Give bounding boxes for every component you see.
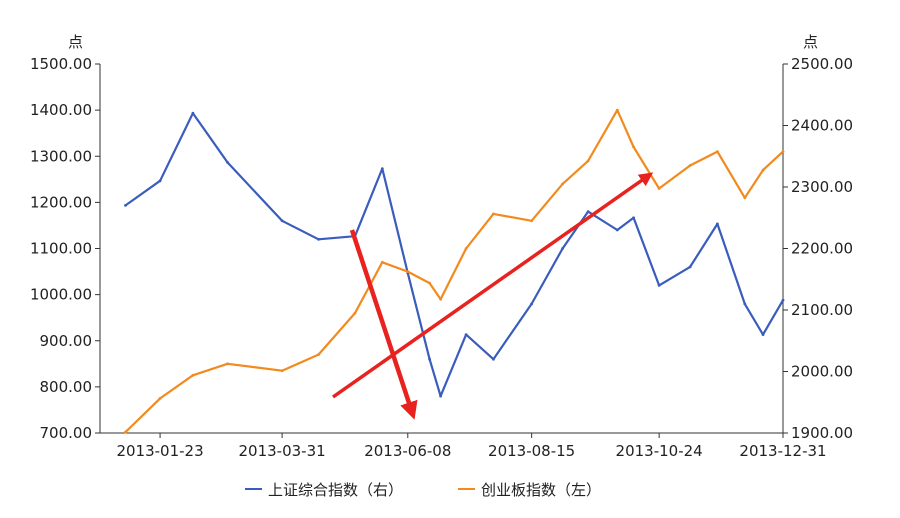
series-0-point (492, 357, 495, 361)
series-0-point (586, 210, 590, 214)
series-0-point (761, 333, 765, 336)
legend-label-shanghai: 上证综合指数（右） (268, 481, 403, 499)
right-tick-label: 1900.00 (791, 424, 853, 442)
x-tick-label: 2013-06-08 (364, 442, 451, 460)
series-1-point (781, 150, 785, 154)
down-trend-arrow (349, 229, 418, 420)
right-tick-label: 2000.00 (791, 363, 853, 381)
right-tick-label: 2300.00 (791, 178, 853, 196)
x-tick-label: 2013-03-31 (239, 442, 326, 460)
x-tick-label: 2013-10-24 (616, 442, 703, 460)
series-1-point (688, 164, 692, 167)
series-line-1 (124, 108, 785, 434)
left-tick-label: 1000.00 (30, 286, 92, 304)
series-0-point (657, 284, 661, 287)
series-1-point (280, 369, 284, 373)
right-tick-label: 2200.00 (791, 240, 853, 258)
right-tick-label: 2400.00 (791, 117, 853, 135)
series-1-point (632, 145, 635, 149)
x-tick-label: 2013-08-15 (488, 442, 575, 460)
right-axis-unit: 点 (803, 33, 818, 51)
series-0-point (632, 216, 635, 220)
series-0-point (530, 302, 533, 306)
series-1-point (158, 397, 162, 400)
series-0-point (280, 219, 284, 223)
x-tick-label: 2013-01-23 (116, 442, 203, 460)
right-tick-label: 2100.00 (791, 301, 853, 319)
series-0-point (716, 222, 719, 226)
left-y-axis-ticks: 700.00 800.00 900.00 1000.00 1100.00 1200.00 1… (30, 55, 100, 442)
series-1-point (586, 159, 590, 163)
series-0-point (464, 333, 468, 336)
series-0-point (191, 111, 195, 115)
series-1-point (464, 247, 468, 250)
series-1-point (406, 270, 410, 273)
right-y-axis-ticks: 1900.00 2000.00 2100.00 2200.00 2300.00 2400.… (783, 55, 853, 442)
series-0-point (317, 237, 320, 241)
left-tick-label: 1400.00 (30, 101, 92, 119)
series-lines (124, 108, 785, 434)
series-0-point (688, 265, 692, 269)
series-1-point (657, 187, 661, 190)
left-tick-label: 1500.00 (30, 55, 92, 73)
series-1-point (743, 196, 747, 200)
series-line-0 (124, 112, 785, 398)
legend: 上证综合指数（右） 创业板指数（左） (245, 481, 601, 499)
series-0-point (561, 247, 564, 250)
series-1-point (716, 150, 719, 154)
up-trend-arrow (331, 172, 654, 399)
series-1-point (353, 311, 357, 315)
left-tick-label: 1100.00 (30, 240, 92, 258)
series-1-point (492, 212, 495, 216)
series-1-point (191, 373, 195, 377)
series-0-point (781, 298, 785, 302)
left-tick-label: 700.00 (40, 424, 93, 442)
series-1-point (530, 219, 533, 223)
right-tick-label: 2500.00 (791, 55, 853, 73)
series-0-point (380, 167, 384, 171)
series-1-point (439, 297, 442, 301)
left-tick-label: 800.00 (40, 378, 93, 396)
left-tick-label: 1300.00 (30, 147, 92, 165)
series-1-point (380, 260, 384, 264)
series-0-point (158, 179, 162, 183)
series-1-point (428, 281, 431, 285)
series-0-point (743, 302, 747, 306)
series-1-point (761, 168, 765, 172)
left-tick-label: 1200.00 (30, 193, 92, 211)
series-1-point (561, 182, 564, 186)
series-1-point (317, 353, 320, 356)
legend-label-chinext: 创业板指数（左） (481, 481, 601, 499)
series-0-point (226, 161, 229, 164)
left-axis-unit: 点 (68, 33, 83, 51)
series-1-point (615, 108, 619, 112)
series-0-point (439, 394, 442, 398)
x-tick-label: 2013-12-31 (739, 442, 826, 460)
series-0-point (124, 204, 127, 207)
x-axis-ticks: 2013-01-23 2013-03-31 2013-06-08 2013-08-15… (116, 433, 827, 460)
series-0-point (428, 357, 431, 361)
series-0-point (615, 228, 619, 232)
series-1-point (226, 362, 229, 366)
annotation-arrows (331, 172, 654, 420)
series-1-point (124, 430, 127, 434)
left-tick-label: 900.00 (40, 332, 93, 350)
